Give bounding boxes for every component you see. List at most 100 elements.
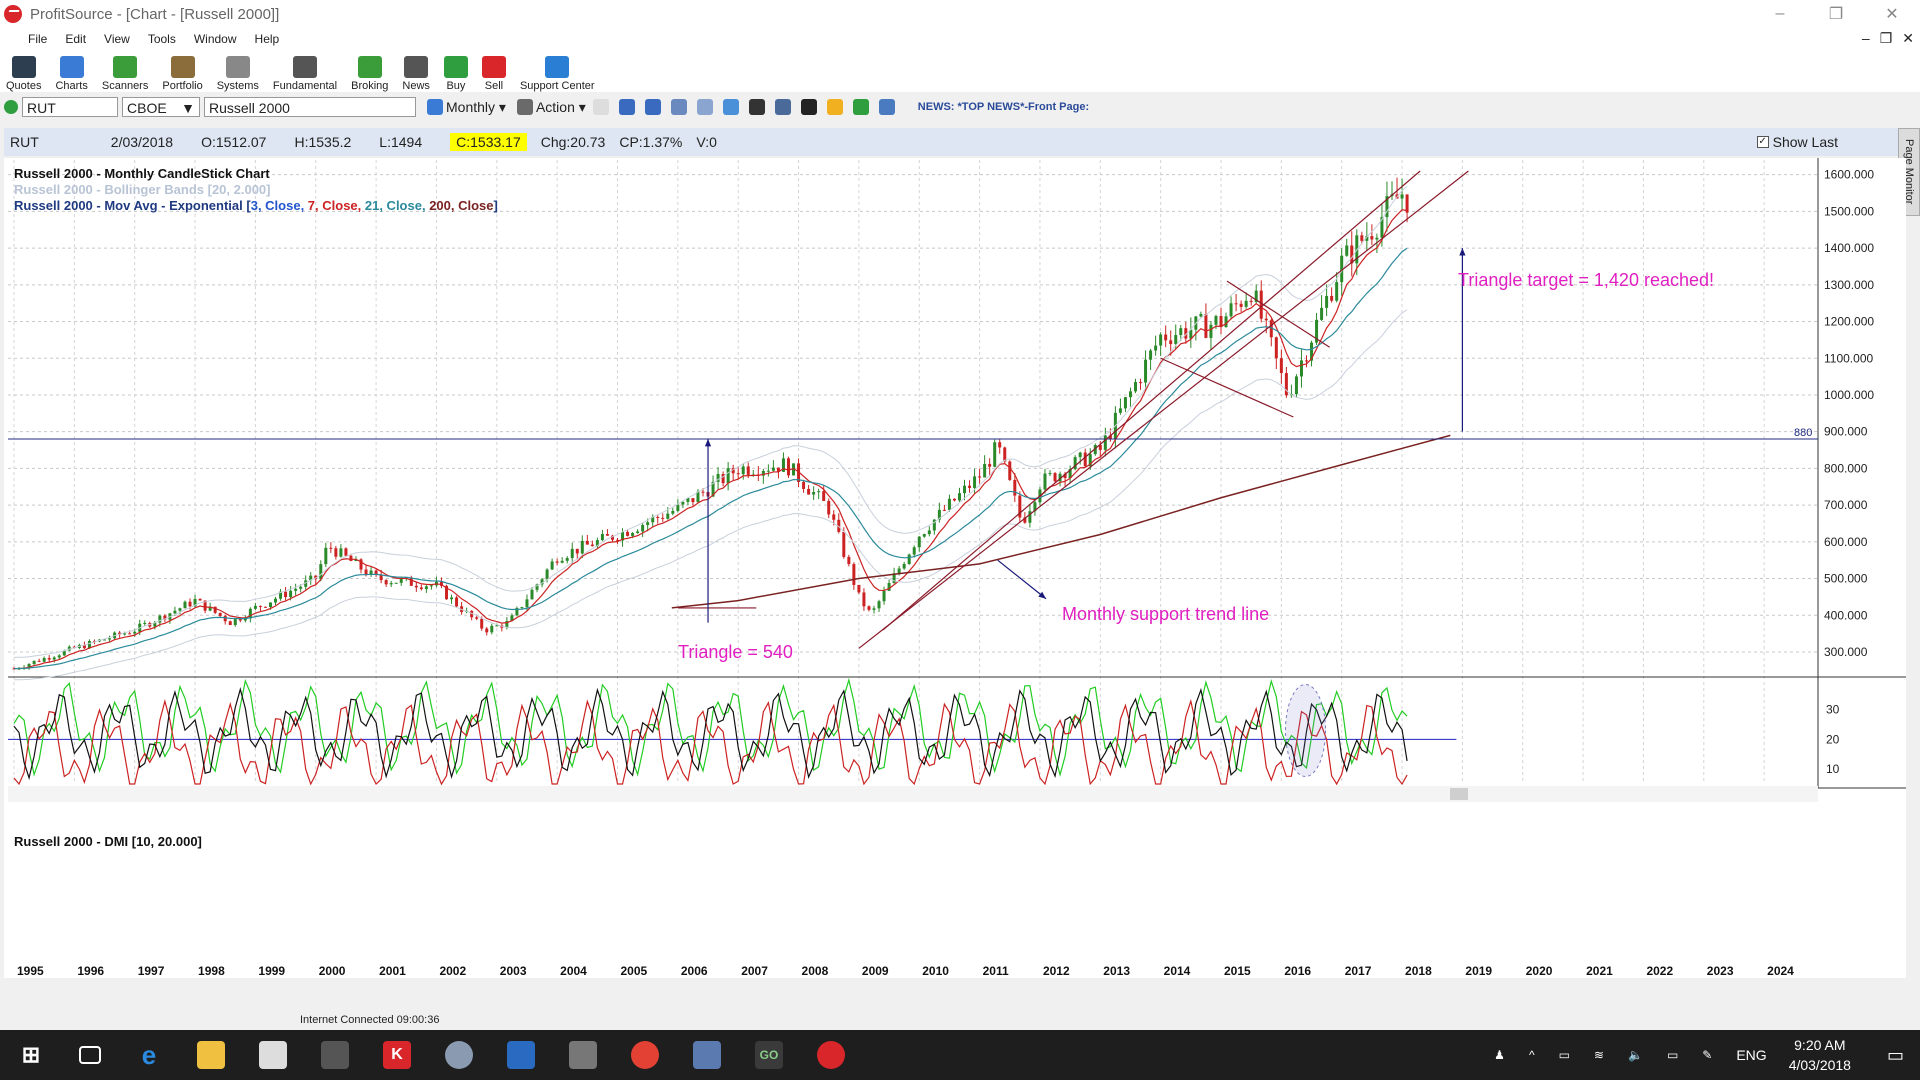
notifications-icon[interactable]: ▭ <box>1886 1044 1904 1065</box>
candle-body <box>1053 473 1057 482</box>
show-last-label: Show Last <box>1772 134 1838 150</box>
shield-icon[interactable] <box>507 1041 535 1069</box>
toolbar-charts-button[interactable]: Charts <box>55 56 88 92</box>
menu-window[interactable]: Window <box>193 32 237 46</box>
candle-body <box>691 498 695 503</box>
toolbar-systems-button[interactable]: Systems <box>217 56 259 92</box>
candle-body <box>198 599 202 601</box>
restore-icon[interactable]: ❐ <box>1828 6 1844 23</box>
toolbar-buy-button[interactable]: Buy <box>443 56 468 92</box>
kaspersky-icon[interactable]: K <box>383 1041 411 1069</box>
signal-icon[interactable] <box>852 99 869 115</box>
candle-body <box>942 509 946 511</box>
candle-body <box>354 559 358 561</box>
calculator-icon[interactable] <box>321 1041 349 1069</box>
x-tick-label: 2011 <box>983 964 1009 978</box>
minimize-icon[interactable]: – <box>1775 5 1785 22</box>
candle-body <box>1224 316 1228 328</box>
layout-icon[interactable] <box>696 99 713 115</box>
toolbar-broking-button[interactable]: Broking <box>351 56 388 92</box>
windows-start-icon[interactable]: ⊞ <box>21 1042 41 1067</box>
y-tick-label: 1400.000 <box>1824 241 1874 255</box>
close-icon[interactable]: ✕ <box>1885 6 1899 23</box>
battery-icon[interactable]: ▭ <box>1666 1048 1679 1062</box>
toolbar-sell-button[interactable]: Sell <box>481 56 506 92</box>
go-icon[interactable] <box>4 100 18 114</box>
ema-200-line <box>671 434 1451 609</box>
menu-help[interactable]: Help <box>254 32 280 46</box>
candle-body <box>535 584 539 590</box>
clock[interactable]: 9:20 AM 4/03/2018 <box>1789 1035 1851 1075</box>
x-tick-label: 2001 <box>379 964 406 978</box>
toolbar-fundamental-button[interactable]: Fundamental <box>273 56 337 92</box>
language-indicator[interactable]: ENG <box>1736 1047 1767 1063</box>
candle-body <box>580 540 584 554</box>
indicator-icon[interactable] <box>774 99 791 115</box>
keyboard-icon[interactable]: ▭ <box>1558 1048 1570 1062</box>
menu-edit[interactable]: Edit <box>65 32 87 46</box>
chrome-icon[interactable] <box>631 1041 659 1069</box>
symbol-input[interactable]: RUT <box>22 97 118 117</box>
toolbar-quotes-button[interactable]: Quotes <box>6 56 41 92</box>
exchange-select[interactable]: CBOE ▼ <box>122 97 200 117</box>
action-menu[interactable]: Action ▾ <box>514 99 586 116</box>
candle-body <box>1204 314 1208 338</box>
candle-body <box>701 491 705 493</box>
bars-icon[interactable] <box>878 99 895 115</box>
candle-body <box>1179 328 1183 336</box>
menu-file[interactable]: File <box>28 32 48 46</box>
store-icon[interactable] <box>259 1041 287 1069</box>
camera-icon[interactable] <box>569 1041 597 1069</box>
file-explorer-icon[interactable] <box>197 1041 225 1069</box>
candle-body <box>103 639 107 641</box>
task-view-icon[interactable] <box>79 1046 101 1064</box>
edge-icon[interactable]: e <box>141 1039 157 1070</box>
pen-icon[interactable]: ✎ <box>1702 1048 1713 1062</box>
gc-icon[interactable]: GO <box>755 1041 783 1069</box>
doc-close-icon[interactable]: ✕ <box>1902 30 1914 46</box>
candle-body <box>1078 452 1082 458</box>
candle-body <box>530 589 534 600</box>
candle-body <box>616 539 619 541</box>
toolbar-portfolio-button[interactable]: Portfolio <box>162 56 203 92</box>
save-icon[interactable] <box>592 99 609 115</box>
volume-icon[interactable]: 🔈 <box>1627 1048 1643 1062</box>
dmi-plus-line <box>13 677 1408 778</box>
candle-body <box>1023 517 1027 523</box>
chart-area[interactable]: 300.000 400.000 500.000 600.000 700.000 800.0… <box>4 158 1906 978</box>
zoom-icon[interactable] <box>644 99 661 115</box>
doc-minimize-icon[interactable]: – <box>1861 30 1870 46</box>
people-icon[interactable]: ♟ <box>1494 1048 1505 1062</box>
legend-ema-part: 21, Close, <box>361 198 426 213</box>
chevron-up-icon[interactable]: ^ <box>1528 1048 1535 1062</box>
crosshair-icon[interactable] <box>618 99 635 115</box>
price-chart[interactable]: 300.000 400.000 500.000 600.000 700.000 800.0… <box>4 158 1906 978</box>
show-last-toggle[interactable]: ✓ Show Last <box>1756 134 1866 150</box>
candle-body <box>907 554 911 564</box>
period-select[interactable]: Monthly ▾ <box>424 99 506 116</box>
triangle-lower-line <box>1160 357 1294 418</box>
candle-body <box>1174 335 1178 345</box>
toolbar-support-center-button[interactable]: Support Center <box>520 56 595 92</box>
menu-view[interactable]: View <box>104 32 130 46</box>
toolbar-label: Buy <box>446 80 466 92</box>
lightbulb-icon[interactable] <box>722 99 739 115</box>
tools-icon[interactable] <box>748 99 765 115</box>
paint-icon[interactable] <box>445 1041 473 1069</box>
doc-restore-icon[interactable]: ❐ <box>1879 30 1893 46</box>
candle-body <box>651 516 655 523</box>
legend-ema-part: 7, Close, <box>304 198 362 213</box>
uptrend-line <box>882 170 1421 631</box>
news-ticker[interactable]: NEWS: *TOP NEWS*-Front Page: <box>917 101 1090 113</box>
photos-icon[interactable] <box>693 1041 721 1069</box>
draw-icon[interactable] <box>670 99 687 115</box>
binoculars-icon[interactable] <box>800 99 817 115</box>
profitsource-taskbar-icon[interactable] <box>817 1041 845 1069</box>
toolbar-news-button[interactable]: News <box>402 56 430 92</box>
y-tick-label: 1300.000 <box>1824 278 1874 292</box>
toolbar-scanners-button[interactable]: Scanners <box>102 56 148 92</box>
star-icon[interactable] <box>826 99 843 115</box>
wifi-icon[interactable]: ≋ <box>1593 1048 1604 1062</box>
legend-candlestick: Russell 2000 - Monthly CandleStick Chart <box>14 166 270 181</box>
menu-tools[interactable]: Tools <box>147 32 176 46</box>
